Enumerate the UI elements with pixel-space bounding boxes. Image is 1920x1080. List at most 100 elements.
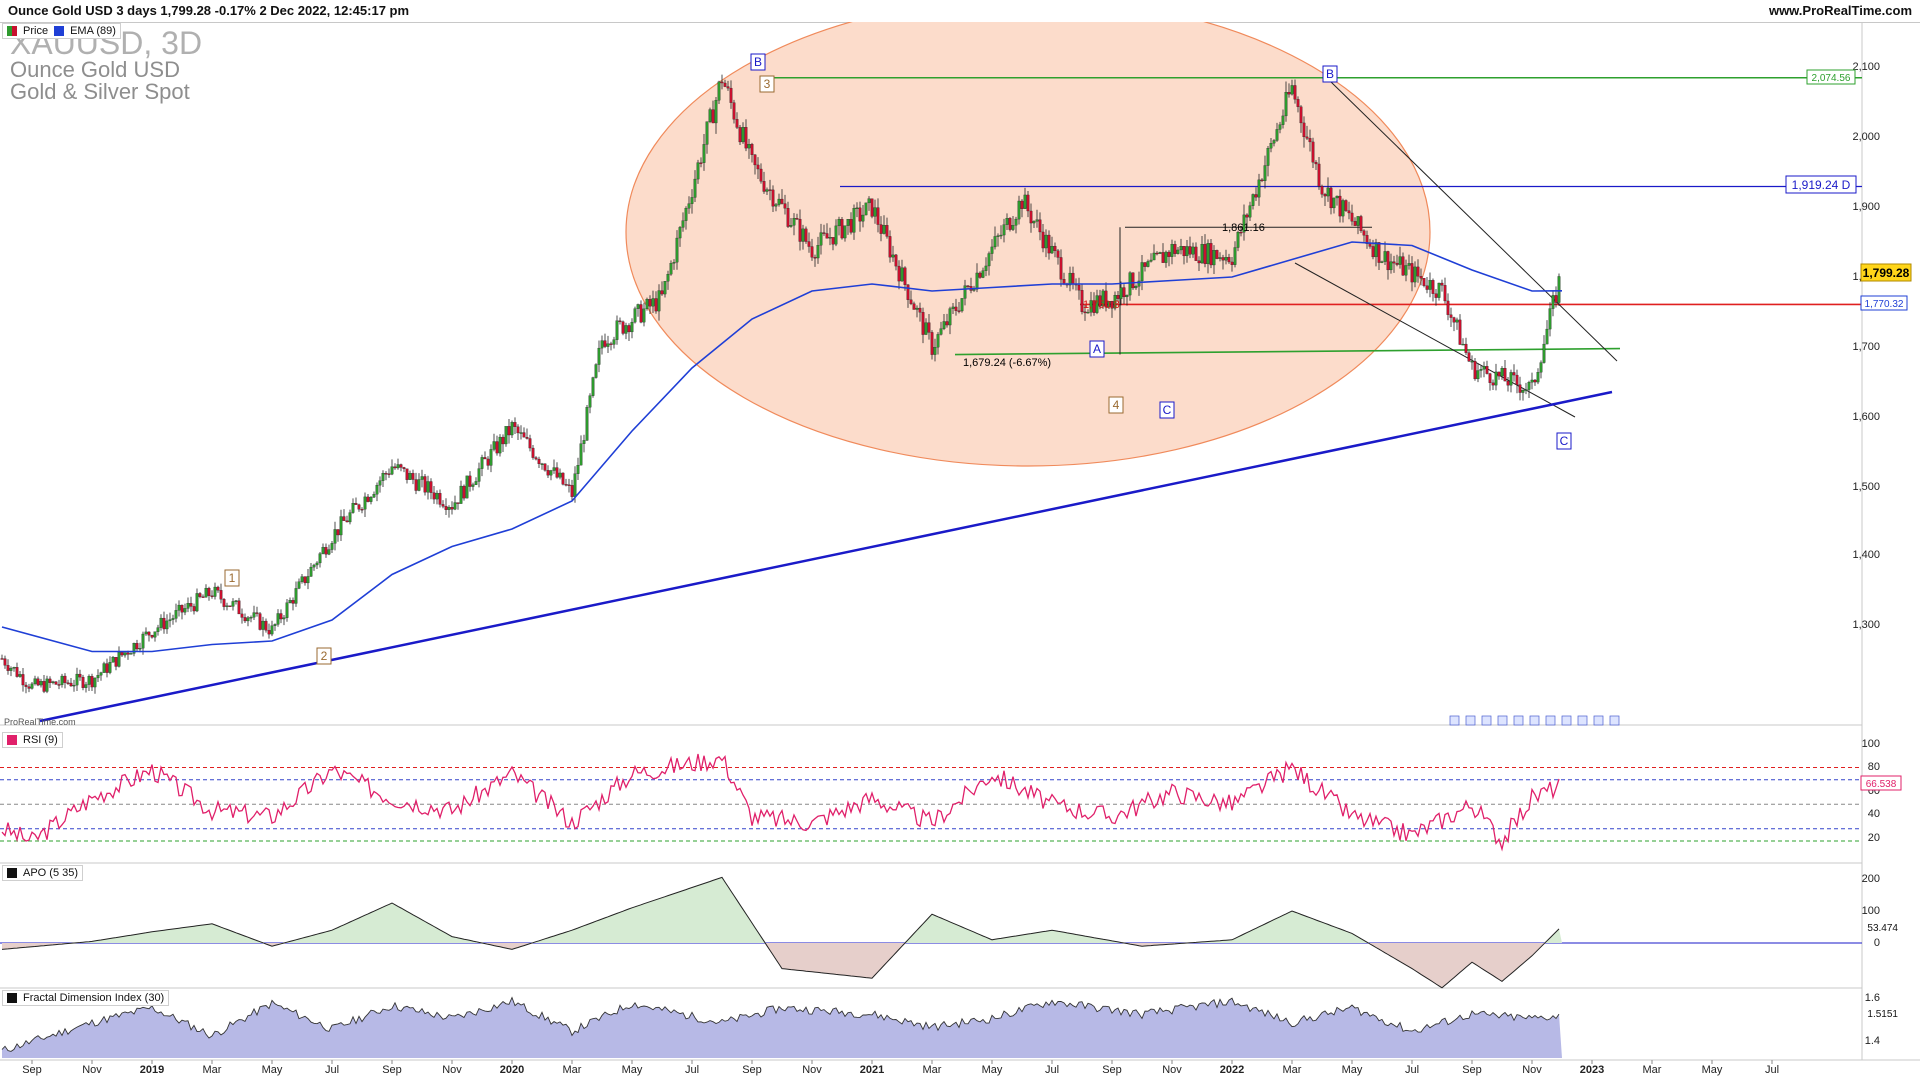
candle-body bbox=[1194, 246, 1198, 261]
candle-body bbox=[69, 682, 73, 687]
candle-body bbox=[1047, 234, 1051, 254]
candle-body bbox=[534, 457, 538, 460]
candle-body bbox=[537, 458, 541, 464]
candle-body bbox=[1449, 314, 1453, 318]
candle-body bbox=[1344, 200, 1348, 211]
candle-body bbox=[915, 307, 919, 310]
candle-body bbox=[1218, 257, 1222, 259]
candle-body bbox=[522, 432, 526, 438]
candle-body bbox=[861, 214, 865, 222]
candle-body bbox=[1470, 361, 1474, 363]
candle-body bbox=[600, 340, 604, 349]
candle-body bbox=[1395, 262, 1399, 265]
candle-body bbox=[1059, 257, 1063, 280]
candle-body bbox=[303, 576, 307, 584]
watermark: ProRealTime.com bbox=[4, 717, 76, 727]
price-legend[interactable]: Price EMA (89) bbox=[2, 23, 121, 39]
time-tick: Mar bbox=[923, 1064, 942, 1076]
candle-body bbox=[765, 189, 769, 192]
candle-body bbox=[501, 436, 505, 445]
candle-body bbox=[1521, 390, 1525, 393]
candle-body bbox=[729, 87, 733, 103]
candle-body bbox=[798, 218, 802, 242]
chart-canvas[interactable]: 2,100 2,000 1,900 1,800 1,700 1,600 1,50… bbox=[0, 22, 1920, 1080]
ema-swatch-icon bbox=[54, 26, 65, 36]
candle-body bbox=[54, 681, 58, 685]
candle-body bbox=[168, 619, 172, 622]
candle-body bbox=[1179, 246, 1183, 251]
rsi-legend[interactable]: RSI (9) bbox=[2, 732, 63, 748]
candle-body bbox=[375, 484, 379, 495]
candle-body bbox=[639, 304, 643, 323]
candle-body bbox=[237, 600, 241, 615]
candle-body bbox=[1476, 370, 1480, 380]
candle-body bbox=[948, 308, 952, 326]
price-legend-label: Price bbox=[23, 25, 49, 37]
site-link[interactable]: www.ProRealTime.com bbox=[1768, 3, 1912, 18]
level-d-flag: 1,919.24 D bbox=[1792, 178, 1851, 192]
candle-body bbox=[339, 516, 343, 536]
time-tick: May bbox=[262, 1064, 283, 1076]
candle-body bbox=[1452, 317, 1456, 323]
candle-body bbox=[1128, 272, 1132, 296]
candle-body bbox=[1443, 285, 1447, 302]
candle-body bbox=[735, 119, 739, 128]
event-marker-icon bbox=[1545, 715, 1556, 726]
candle-body bbox=[1011, 225, 1015, 230]
time-tick: Mar bbox=[563, 1064, 582, 1076]
top-bar: Ounce Gold USD 3 days 1,799.28 -0.17% 2 … bbox=[0, 0, 1920, 23]
rsi-value-flag-bg bbox=[1860, 775, 1902, 791]
candle-body bbox=[1116, 294, 1120, 299]
candle-body bbox=[1161, 252, 1165, 263]
fdi-legend[interactable]: Fractal Dimension Index (30) bbox=[2, 990, 170, 1006]
candle-body bbox=[630, 321, 634, 333]
candle-body bbox=[867, 198, 871, 204]
candle-body bbox=[228, 605, 232, 607]
instrument-name: Ounce Gold USD bbox=[10, 57, 180, 82]
wave-labels: B B A C C 1 2 3 4 bbox=[224, 53, 1572, 665]
candle-body bbox=[597, 347, 601, 365]
candle-body bbox=[891, 254, 895, 258]
candle-body bbox=[1323, 194, 1327, 197]
candle-body bbox=[1518, 384, 1522, 393]
candle-body bbox=[786, 207, 790, 227]
candle-body bbox=[741, 127, 745, 143]
ema-legend-label: EMA (89) bbox=[70, 25, 116, 37]
candle-body bbox=[990, 246, 994, 254]
candle-body bbox=[105, 663, 109, 673]
candle-body bbox=[1317, 163, 1321, 187]
candle-body bbox=[84, 684, 88, 688]
chart-overlays bbox=[1, 241, 1620, 726]
price-tick: 1,600 bbox=[1852, 411, 1880, 423]
candle-body bbox=[843, 225, 847, 239]
candle-body bbox=[900, 267, 904, 282]
apo-legend[interactable]: APO (5 35) bbox=[2, 865, 84, 881]
candle-body bbox=[759, 168, 763, 182]
wave-box bbox=[224, 569, 240, 587]
candle-body bbox=[1287, 92, 1291, 95]
candle-body bbox=[291, 600, 295, 604]
candle-body bbox=[1488, 373, 1492, 383]
candle-body bbox=[825, 233, 829, 239]
candle-body bbox=[354, 503, 358, 505]
candle-body bbox=[414, 479, 418, 491]
time-tick: Nov bbox=[82, 1064, 102, 1076]
candle-body bbox=[636, 304, 640, 309]
candle-body bbox=[357, 504, 361, 510]
candle-body bbox=[264, 620, 268, 631]
candle-body bbox=[465, 475, 469, 499]
candle-body bbox=[1554, 295, 1558, 303]
candle-body bbox=[456, 502, 460, 504]
candle-body bbox=[1326, 187, 1330, 197]
event-marker-icon bbox=[1481, 715, 1492, 726]
candle-body bbox=[1494, 371, 1498, 386]
fib-high-label: 1,861.16 bbox=[1222, 222, 1265, 234]
candle-body bbox=[951, 306, 955, 309]
candle-body bbox=[1530, 379, 1534, 383]
candle-body bbox=[615, 320, 619, 340]
candle-body bbox=[1503, 368, 1507, 382]
candle-body bbox=[1257, 179, 1261, 198]
last-price-flag-bg bbox=[1860, 263, 1912, 282]
candle-body bbox=[1356, 216, 1360, 226]
candle-body bbox=[1263, 165, 1267, 181]
